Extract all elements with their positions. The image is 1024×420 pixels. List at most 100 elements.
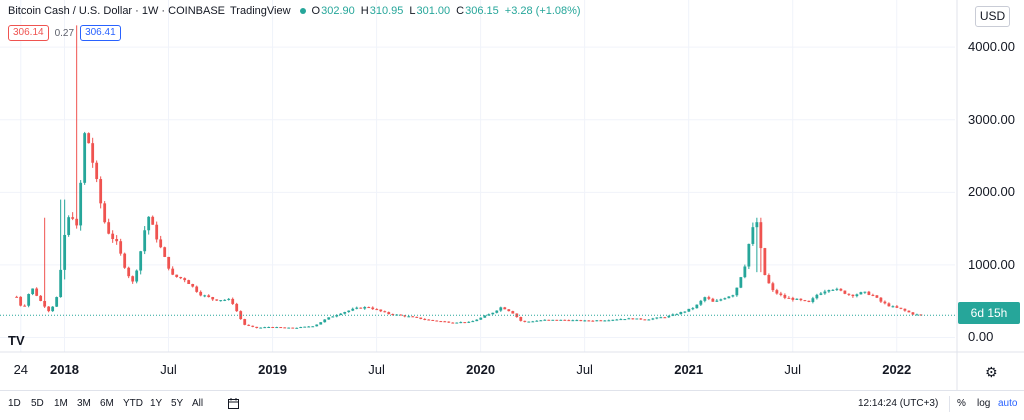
- candle-up: [307, 326, 311, 328]
- bid-price-button[interactable]: 306.14: [8, 25, 49, 41]
- candle-up: [583, 320, 587, 322]
- candle-up: [135, 270, 139, 282]
- candle-down: [899, 307, 903, 309]
- candle-up: [831, 289, 835, 291]
- candle-up: [27, 294, 31, 306]
- spread-value: 0.27: [54, 27, 75, 39]
- timeframe-3m-button[interactable]: 3M: [77, 398, 91, 409]
- candle-up: [459, 322, 463, 324]
- calendar-range-icon[interactable]: [228, 398, 239, 409]
- candle-down: [75, 218, 79, 226]
- price-tick-label: 0.00: [968, 329, 994, 345]
- candle-down: [767, 275, 771, 284]
- timeframe-5y-button[interactable]: 5Y: [171, 398, 184, 409]
- candle-down: [787, 297, 791, 299]
- time-tick-label: 2022: [882, 362, 912, 377]
- candle-up: [63, 234, 67, 270]
- ohlc-low-label: L: [409, 5, 416, 17]
- gear-icon[interactable]: ⚙: [985, 364, 998, 380]
- candle-down: [207, 295, 211, 298]
- candle-down: [183, 278, 187, 281]
- candle-down: [375, 309, 379, 311]
- tradingview-logo[interactable]: TV: [8, 333, 25, 348]
- candles: [15, 25, 923, 329]
- candle-down: [47, 306, 51, 312]
- candle-up: [351, 308, 355, 311]
- candle-up: [331, 316, 335, 318]
- timeframe-5d-button[interactable]: 5D: [31, 398, 44, 409]
- bottom-toolbar: 1D 5D 1M 3M 6M YTD 1Y 5Y All 12:14:24 (U…: [0, 390, 1024, 420]
- time-tick-label: Jul: [160, 362, 177, 377]
- candle-up: [487, 314, 491, 316]
- candle-up: [295, 327, 299, 329]
- candle-down: [779, 293, 783, 295]
- timeframe-ytd-button[interactable]: YTD: [123, 398, 143, 409]
- candle-up: [355, 307, 359, 309]
- candle-down: [371, 307, 375, 310]
- candle-down: [519, 317, 523, 321]
- timeframe-1d-button[interactable]: 1D: [8, 398, 21, 409]
- candle-up: [139, 251, 143, 271]
- percent-scale-toggle[interactable]: %: [957, 398, 966, 409]
- candle-up: [299, 327, 303, 329]
- ask-price-button[interactable]: 306.41: [80, 25, 121, 41]
- log-scale-toggle[interactable]: log: [977, 398, 991, 409]
- candle-up: [859, 292, 863, 295]
- candle-down: [91, 143, 95, 163]
- timeframe-1m-button[interactable]: 1M: [54, 398, 68, 409]
- candle-down: [707, 297, 711, 299]
- candle-up: [595, 320, 599, 322]
- candle-up: [219, 300, 223, 302]
- candle-down: [451, 322, 455, 324]
- candle-up: [499, 307, 503, 311]
- candle-down: [843, 290, 847, 294]
- chart-canvas[interactable]: [0, 0, 1024, 390]
- candle-down: [587, 320, 591, 322]
- ohlc-high-label: H: [360, 5, 369, 17]
- candle-down: [71, 217, 75, 219]
- candle-up: [611, 319, 615, 321]
- candle-up: [259, 327, 263, 329]
- time-tick-label: 2020: [466, 362, 496, 377]
- price-tick-label: 1000.00: [968, 256, 1015, 272]
- candle-up: [607, 320, 611, 322]
- candle-down: [279, 327, 283, 329]
- candle-down: [391, 313, 395, 315]
- data-source: TradingView: [230, 5, 291, 17]
- candle-down: [15, 296, 19, 298]
- candle-down: [867, 291, 871, 295]
- candle-down: [43, 300, 47, 307]
- currency-selector[interactable]: USD: [975, 6, 1010, 27]
- candle-up: [719, 299, 723, 301]
- candle-down: [783, 294, 787, 298]
- timeframe-1y-button[interactable]: 1Y: [150, 398, 163, 409]
- candle-up: [147, 216, 151, 231]
- candle-up: [699, 300, 703, 305]
- candle-down: [711, 298, 715, 302]
- candle-down: [879, 297, 883, 302]
- candle-up: [483, 315, 487, 318]
- candle-up: [655, 317, 659, 319]
- candle-up: [575, 320, 579, 322]
- candle-up: [659, 317, 663, 319]
- timeframe-6m-button[interactable]: 6M: [100, 398, 114, 409]
- toolbar-divider: [949, 396, 950, 412]
- candle-down: [167, 256, 171, 269]
- candle-down: [563, 319, 567, 321]
- candle-up: [495, 310, 499, 313]
- candle-down: [851, 294, 855, 297]
- timeframe-all-button[interactable]: All: [192, 398, 204, 409]
- candle-up: [687, 308, 691, 312]
- ohlc-high-value: 310.95: [369, 5, 404, 17]
- auto-scale-toggle[interactable]: auto: [998, 398, 1018, 409]
- candle-down: [419, 317, 423, 319]
- candle-up: [615, 319, 619, 321]
- candle-up: [491, 312, 495, 315]
- candle-up: [735, 287, 739, 296]
- candle-down: [807, 300, 811, 302]
- clock-timezone[interactable]: 12:14:24 (UTC+3): [858, 398, 939, 409]
- candle-up: [795, 298, 799, 300]
- candle-down: [131, 276, 135, 282]
- candle-down: [883, 301, 887, 304]
- symbol-title[interactable]: Bitcoin Cash / U.S. Dollar · 1W · COINBA…: [8, 5, 225, 17]
